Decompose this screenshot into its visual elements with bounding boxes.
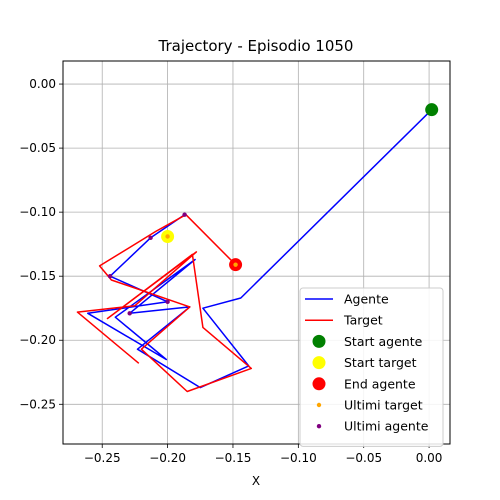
plot-frame [62,60,451,445]
legend-swatch-start-agente [312,334,326,348]
marker-ultimi-target-1 [233,262,238,267]
x-tick-label-0: −0.25 [84,451,121,465]
y-tick-label-0: 0.00 [29,77,56,91]
grid [63,61,450,444]
legend-swatch-start-target [312,356,326,370]
marker-ultimi-agente-0 [165,299,170,305]
x-tick-label-4: −0.05 [345,451,382,465]
y-tick-label-1: −0.05 [19,141,56,155]
legend-label-start-agente: Start agente [344,334,423,349]
chart-title: Trajectory - Episodio 1050 [158,37,354,55]
legend-swatch-ultimi-agente [316,424,322,429]
legend-swatch-ultimi-target [316,402,322,408]
x-tick-label-2: −0.15 [215,451,252,465]
y-tick-label-3: −0.15 [19,269,56,283]
legend-label-start-target: Start target [344,355,417,370]
marker-ultimi-agente-4 [127,311,132,316]
y-tick-label-2: −0.10 [19,205,56,219]
legend-label-target: Target [343,313,383,328]
x-tick-label-1: −0.20 [149,451,186,465]
ticks: −0.25 −0.20 −0.15 −0.10 −0.05 0.00 0.00 −0.05 −0… [19,77,442,465]
marker-ultimi-agente-1 [107,273,113,279]
x-axis-label: X [252,474,260,488]
legend-label-ultimi-target: Ultimi target [344,398,423,413]
legend-box [299,287,444,447]
legend-label-agente: Agente [344,292,389,307]
legend-label-ultimi-agente: Ultimi agente [344,419,429,434]
y-tick-label-4: −0.20 [19,333,56,347]
marker-ultimi-agente-2 [148,235,153,240]
marker-ultimi-agente-3 [182,212,187,217]
legend: Agente Target Start agente Start target End … [299,287,444,447]
marker-start-agente-0 [425,103,439,117]
y-tick-label-5: −0.25 [19,397,56,411]
marker-ultimi-target-0 [165,234,170,239]
series-line-target [76,213,253,393]
legend-swatch-end-agente [312,377,326,391]
x-tick-label-5: 0.00 [416,451,443,465]
legend-label-end-agente: End agente [344,376,416,391]
x-tick-label-3: −0.10 [280,451,317,465]
plot-data [76,103,439,393]
